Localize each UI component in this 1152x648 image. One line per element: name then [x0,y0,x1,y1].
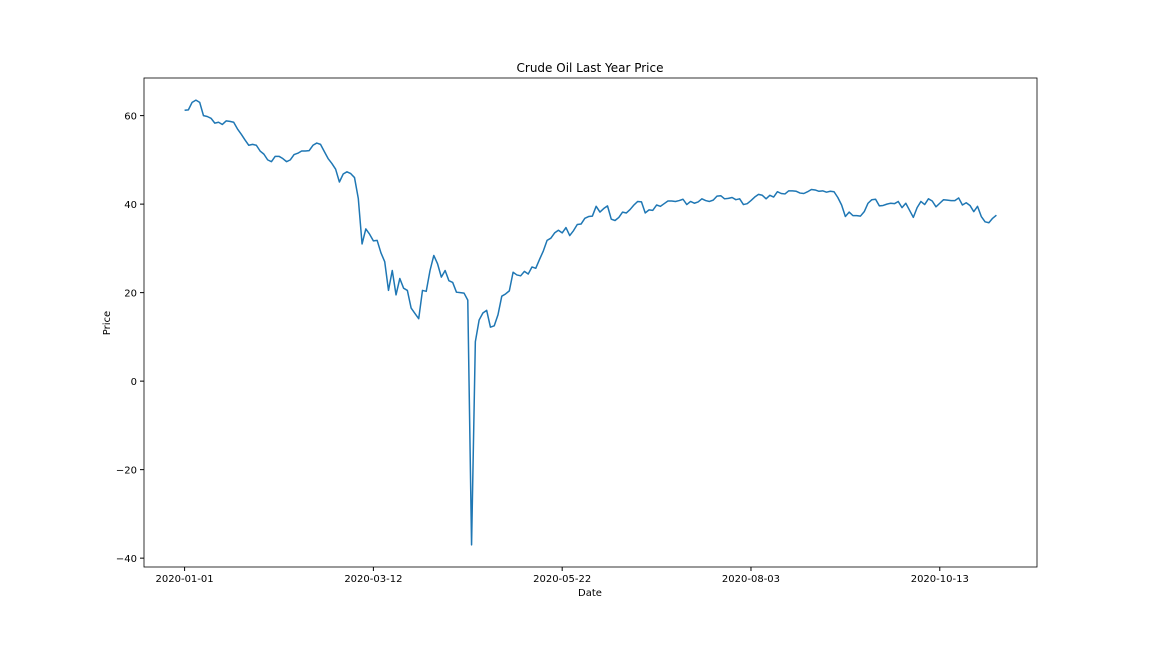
x-tick-label: 2020-03-12 [344,574,402,585]
x-tick-label: 2020-10-13 [911,574,969,585]
chart-title: Crude Oil Last Year Price [517,61,664,75]
x-axis-label: Date [578,588,602,599]
y-tick-label: 40 [124,200,137,211]
plot-frame [143,77,1038,568]
x-tick-label: 2020-05-22 [533,574,591,585]
x-tick-label: 2020-01-01 [156,574,214,585]
y-axis-label: Price [102,311,113,335]
y-tick-label: 0 [131,377,137,388]
y-tick-label: −40 [116,554,137,565]
y-tick-label: −20 [116,466,137,477]
y-tick-label: 20 [124,289,137,300]
price-line [184,99,997,546]
y-tick-label: 60 [124,112,137,123]
x-tick-label: 2020-08-03 [722,574,780,585]
